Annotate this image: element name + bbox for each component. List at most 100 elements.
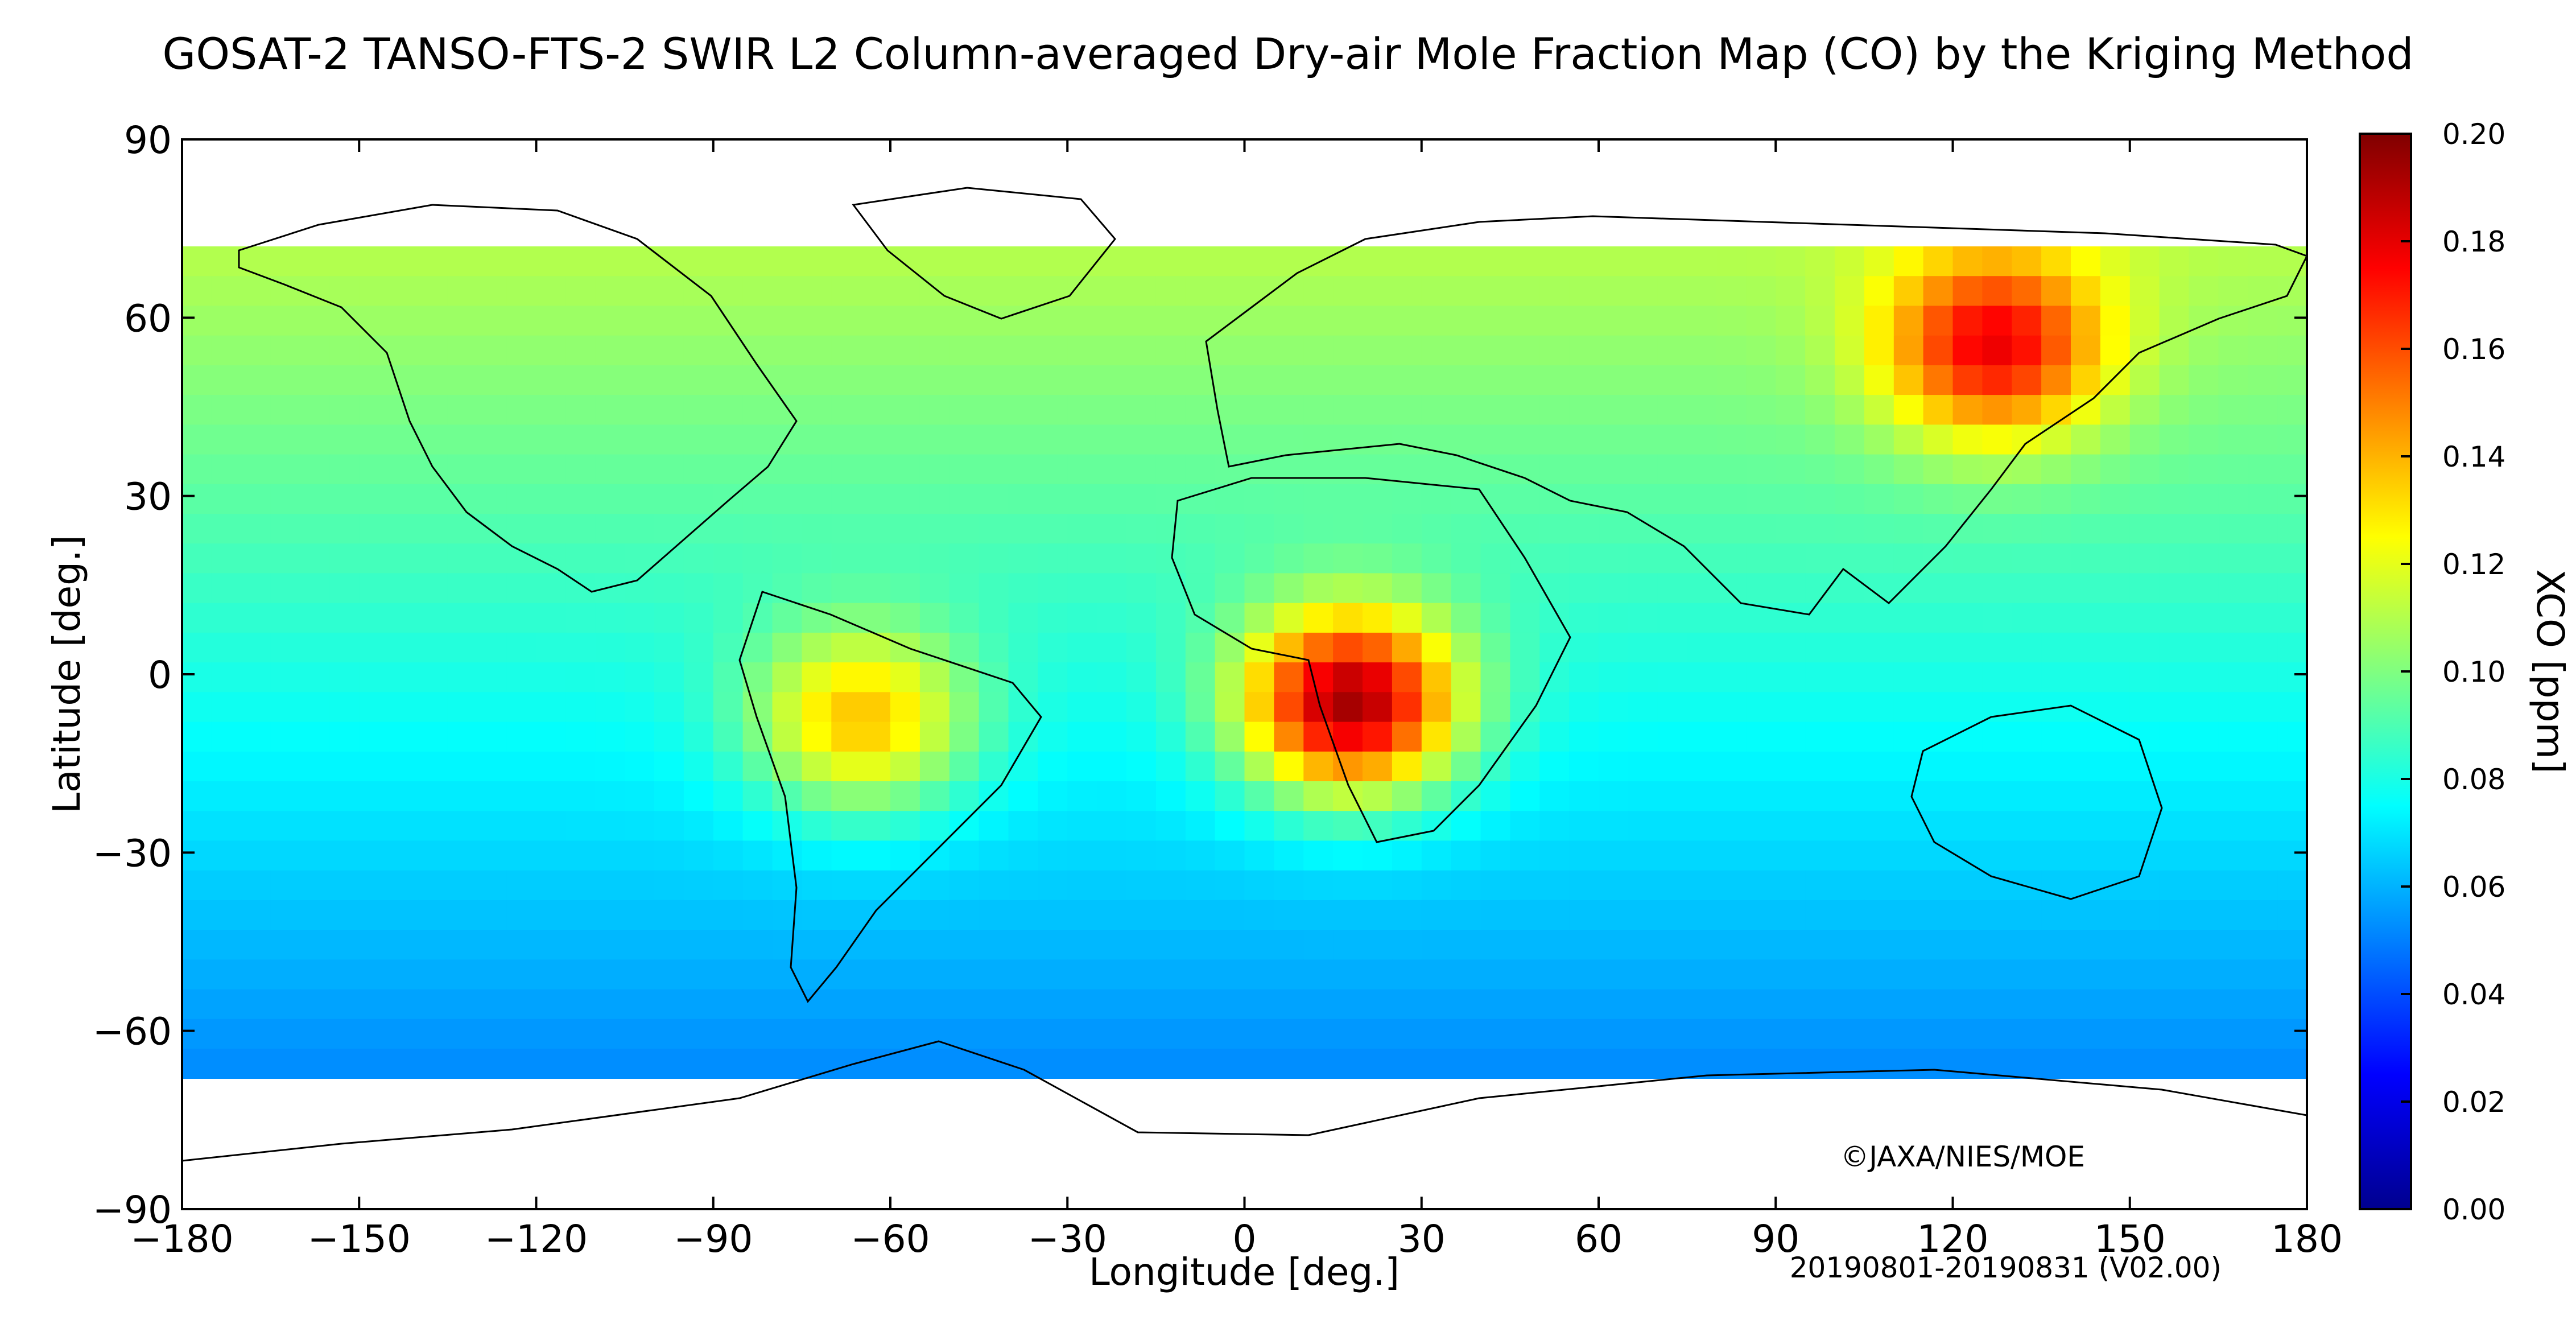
- heatmap-cell: [2041, 959, 2071, 990]
- heatmap-cell: [359, 514, 389, 544]
- heatmap-cell: [1274, 306, 1304, 336]
- heatmap-cell: [1155, 276, 1186, 307]
- heatmap-cell: [2012, 424, 2042, 455]
- heatmap-cell: [949, 781, 980, 811]
- heatmap-cell: [1835, 573, 1865, 604]
- heatmap-cell: [802, 1049, 832, 1079]
- heatmap-cell: [1451, 454, 1481, 485]
- heatmap-cell: [683, 276, 714, 307]
- heatmap-cell: [742, 573, 773, 604]
- heatmap-cell: [418, 306, 448, 336]
- heatmap-cell: [1982, 751, 2013, 782]
- heatmap-cell: [565, 900, 596, 930]
- heatmap-cell: [447, 692, 478, 723]
- heatmap-cell: [1539, 1019, 1570, 1049]
- heatmap-cell: [1244, 484, 1275, 514]
- heatmap-cell: [1333, 692, 1363, 723]
- heatmap-cell: [536, 632, 567, 663]
- heatmap-cell: [1451, 276, 1481, 307]
- heatmap-cell: [329, 959, 360, 990]
- heatmap-cell: [949, 900, 980, 930]
- heatmap-cell: [2277, 306, 2307, 336]
- heatmap-cell: [359, 1019, 389, 1049]
- heatmap-cell: [1363, 246, 1393, 277]
- heatmap-cell: [1363, 692, 1393, 723]
- colorbar-tick-label: 0.12: [2442, 548, 2505, 581]
- heatmap-cell: [713, 424, 744, 455]
- heatmap-cell: [1628, 454, 1658, 485]
- heatmap-cell: [447, 751, 478, 782]
- heatmap-cell: [1657, 632, 1688, 663]
- heatmap-cell: [1067, 395, 1097, 426]
- heatmap-cell: [1923, 989, 1954, 1020]
- heatmap-cell: [1657, 484, 1688, 514]
- heatmap-cell: [1215, 692, 1245, 723]
- heatmap-cell: [1333, 395, 1363, 426]
- heatmap-cell: [1510, 395, 1541, 426]
- colorbar-tick-label: 0.08: [2442, 763, 2505, 796]
- heatmap-cell: [211, 276, 242, 307]
- heatmap-cell: [1303, 900, 1334, 930]
- heatmap-cell: [625, 276, 655, 307]
- heatmap-cell: [1480, 603, 1511, 633]
- heatmap-cell: [2159, 514, 2190, 544]
- heatmap-cell: [1480, 276, 1511, 307]
- heatmap-cell: [2159, 424, 2190, 455]
- heatmap-cell: [1657, 811, 1688, 842]
- heatmap-cell: [742, 484, 773, 514]
- heatmap-cell: [1716, 751, 1747, 782]
- heatmap-cell: [1480, 365, 1511, 395]
- heatmap-cell: [625, 1019, 655, 1049]
- heatmap-cell: [683, 603, 714, 633]
- heatmap-cell: [979, 276, 1009, 307]
- heatmap-cell: [2218, 246, 2249, 277]
- heatmap-cell: [447, 840, 478, 871]
- heatmap-cell: [1510, 930, 1541, 960]
- heatmap-cell: [1451, 424, 1481, 455]
- heatmap-cell: [1510, 306, 1541, 336]
- heatmap-cell: [1480, 632, 1511, 663]
- heatmap-cell: [1274, 365, 1304, 395]
- coastlines: [182, 187, 2307, 1162]
- heatmap-cell: [1805, 1019, 1835, 1049]
- heatmap-cell: [1657, 662, 1688, 693]
- heatmap-cell: [477, 959, 507, 990]
- heatmap-cell: [1569, 365, 1599, 395]
- heatmap-cell: [683, 870, 714, 901]
- heatmap-cell: [1776, 424, 1806, 455]
- heatmap-cell: [1893, 424, 1924, 455]
- heatmap-cell: [1716, 900, 1747, 930]
- heatmap-cell: [359, 573, 389, 604]
- heatmap-cell: [683, 335, 714, 366]
- heatmap-cell: [1569, 989, 1599, 1020]
- heatmap-cell: [1746, 781, 1777, 811]
- heatmap-cell: [1539, 751, 1570, 782]
- heatmap-cell: [300, 662, 331, 693]
- heatmap-cell: [2277, 930, 2307, 960]
- heatmap-cell: [565, 395, 596, 426]
- heatmap-cell: [1333, 930, 1363, 960]
- heatmap-cell: [1008, 662, 1039, 693]
- heatmap-cell: [1333, 365, 1363, 395]
- heatmap-cell: [1392, 573, 1422, 604]
- heatmap-cell: [329, 870, 360, 901]
- heatmap-cell: [241, 335, 271, 366]
- heatmap-cell: [949, 692, 980, 723]
- heatmap-cell: [1628, 959, 1658, 990]
- copyright-text: ©JAXA/NIES/MOE: [1840, 1140, 2085, 1173]
- heatmap-cell: [1569, 662, 1599, 693]
- heatmap-cell: [182, 246, 212, 277]
- heatmap-cell: [2189, 424, 2219, 455]
- heatmap-cell: [300, 543, 331, 574]
- heatmap-cell: [1244, 692, 1275, 723]
- heatmap-cell: [802, 365, 832, 395]
- heatmap-cell: [1776, 781, 1806, 811]
- heatmap-cell: [536, 781, 567, 811]
- heatmap-cell: [979, 514, 1009, 544]
- heatmap-cell: [1628, 306, 1658, 336]
- heatmap-cell: [683, 1049, 714, 1079]
- heatmap-cell: [1805, 306, 1835, 336]
- heatmap-cell: [2248, 811, 2278, 842]
- heatmap-cell: [890, 365, 920, 395]
- heatmap-cell: [477, 543, 507, 574]
